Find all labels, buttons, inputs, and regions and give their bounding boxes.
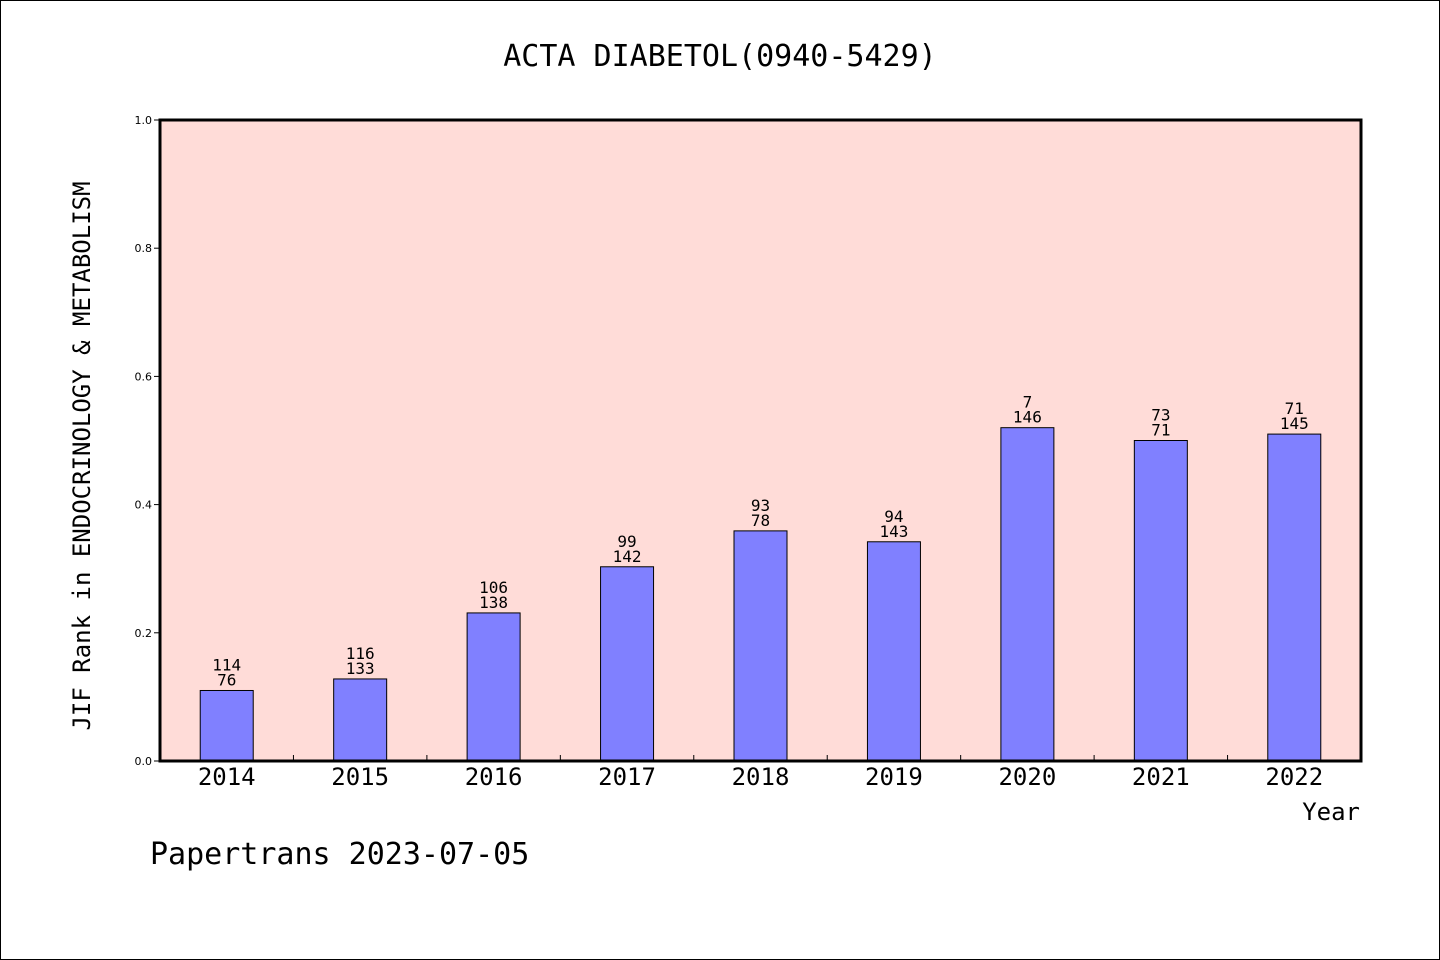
bar-label-top-2015: 116 xyxy=(346,644,375,663)
bar-2017 xyxy=(600,566,655,762)
x-tick-label-2022: 2022 xyxy=(1265,763,1323,791)
bar-label-bottom-2020: 146 xyxy=(1013,408,1042,427)
bar-2020 xyxy=(1000,427,1055,762)
plot-border xyxy=(158,118,1363,763)
bar-2019 xyxy=(866,541,921,762)
x-axis-label: Year xyxy=(1302,798,1360,826)
bar-label-top-2014: 114 xyxy=(212,655,241,674)
y-tick-label-0.6: 0.6 xyxy=(135,370,153,383)
bar-label-top-2022: 71 xyxy=(1285,399,1304,418)
bar-2021 xyxy=(1133,440,1188,762)
bar-label-top-2020: 7 xyxy=(1023,393,1033,412)
bar-label-bottom-2018: 78 xyxy=(751,511,770,530)
x-tick-label-2018: 2018 xyxy=(732,763,790,791)
bar-2014 xyxy=(199,689,254,762)
y-tick-label-1.0: 1.0 xyxy=(135,114,153,127)
x-tick-label-2016: 2016 xyxy=(465,763,523,791)
footer-text: Papertrans 2023-07-05 xyxy=(150,837,529,872)
bar-label-bottom-2017: 142 xyxy=(613,547,642,566)
bar-label-bottom-2021: 71 xyxy=(1151,421,1170,440)
x-tick-label-2015: 2015 xyxy=(331,763,389,791)
bar-label-bottom-2014: 76 xyxy=(217,670,236,689)
x-tick-label-2021: 2021 xyxy=(1132,763,1190,791)
bar-label-top-2019: 94 xyxy=(884,507,903,526)
x-tick-label-2020: 2020 xyxy=(998,763,1056,791)
x-tick-label-2017: 2017 xyxy=(598,763,656,791)
bar-label-bottom-2016: 138 xyxy=(479,593,508,612)
bar-label-bottom-2019: 143 xyxy=(879,522,908,541)
ticks-layer: 2014 2015 2016 2017 2018 2019 2020 2021 2022 0.0 0… xyxy=(135,114,1324,791)
bar-label-bottom-2022: 145 xyxy=(1280,414,1309,433)
bar-2018 xyxy=(733,530,788,762)
x-tick-label-2019: 2019 xyxy=(865,763,923,791)
bar-label-top-2017: 99 xyxy=(617,532,636,551)
bar-2015 xyxy=(333,678,388,762)
bar-label-top-2021: 73 xyxy=(1151,406,1170,425)
chart-title: ACTA DIABETOL(0940-5429) xyxy=(503,39,936,74)
y-tick-label-0.8: 0.8 xyxy=(135,242,153,255)
bar-2016 xyxy=(466,612,521,762)
bar-2022 xyxy=(1267,433,1322,762)
y-axis-label: JIF Rank in ENDOCRINOLOGY & METABOLISM xyxy=(68,181,96,730)
bar-label-top-2016: 106 xyxy=(479,578,508,597)
x-tick-label-2014: 2014 xyxy=(198,763,256,791)
y-tick-label-0.2: 0.2 xyxy=(135,627,153,640)
bar-label-top-2018: 93 xyxy=(751,496,770,515)
bar-label-bottom-2015: 133 xyxy=(346,659,375,678)
y-tick-label-0.4: 0.4 xyxy=(135,499,153,512)
y-tick-label-0.0: 0.0 xyxy=(135,755,153,768)
